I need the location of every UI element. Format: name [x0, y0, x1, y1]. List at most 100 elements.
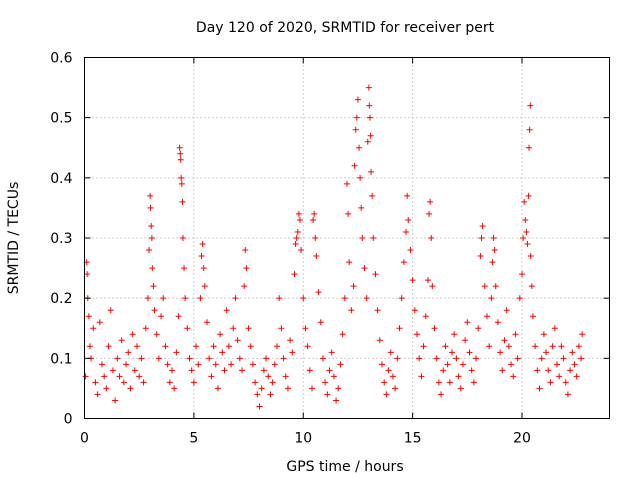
data-point: [201, 283, 208, 290]
data-point: [254, 391, 261, 398]
data-point: [96, 319, 103, 326]
data-point: [247, 343, 254, 350]
data-point: [204, 319, 210, 326]
data-point: [505, 343, 512, 350]
data-point: [134, 343, 140, 350]
data-point: [219, 349, 226, 356]
data-point: [147, 204, 154, 211]
data-point: [151, 307, 158, 314]
data-point: [387, 349, 394, 356]
data-point: [150, 283, 157, 290]
data-point: [206, 355, 213, 362]
data-point: [129, 331, 136, 338]
data-point: [488, 295, 495, 302]
data-point: [357, 174, 364, 181]
data-point: [147, 192, 154, 199]
data-point: [184, 325, 191, 332]
data-point: [166, 379, 173, 386]
data-point: [302, 325, 309, 332]
data-point: [422, 313, 429, 320]
data-point: [131, 367, 138, 374]
data-point: [335, 385, 342, 392]
data-point: [512, 331, 519, 338]
data-point: [197, 295, 204, 302]
data-point: [407, 247, 414, 254]
data-point: [295, 210, 302, 217]
data-point: [462, 337, 469, 344]
data-point: [313, 253, 320, 260]
data-point: [526, 144, 532, 151]
data-point: [153, 331, 160, 338]
data-point: [256, 403, 263, 410]
data-point: [370, 235, 377, 241]
data-point: [466, 349, 473, 356]
data-point: [519, 271, 525, 278]
data-point: [381, 379, 388, 386]
data-point: [433, 355, 440, 362]
data-point: [328, 349, 335, 356]
data-point: [105, 343, 112, 350]
data-point: [365, 84, 372, 91]
data-point: [158, 313, 165, 320]
data-point: [392, 385, 399, 392]
data-point: [567, 367, 574, 374]
data-point: [405, 216, 412, 223]
data-point: [311, 210, 318, 217]
data-point: [142, 325, 149, 332]
data-point: [501, 337, 508, 344]
data-point: [359, 235, 366, 241]
data-point: [274, 343, 280, 350]
data-point: [468, 367, 475, 374]
data-point: [379, 361, 385, 368]
data-point: [431, 325, 438, 332]
data-point: [292, 241, 299, 248]
data-point: [494, 319, 501, 326]
data-point: [348, 307, 355, 314]
data-point: [354, 96, 361, 103]
data-point: [510, 373, 517, 380]
data-point: [508, 361, 515, 368]
data-point: [200, 265, 207, 272]
data-point: [520, 235, 527, 241]
data-point: [190, 379, 197, 386]
data-point: [269, 379, 276, 386]
data-point: [364, 138, 371, 145]
data-point: [529, 313, 536, 320]
data-point: [263, 355, 270, 362]
data-point: [239, 367, 245, 374]
data-point: [477, 253, 484, 260]
data-point: [337, 361, 344, 368]
data-point: [182, 295, 189, 302]
data-point: [449, 349, 455, 356]
plot-frame: [84, 57, 610, 419]
data-point: [186, 355, 193, 362]
data-point: [169, 367, 175, 374]
data-point: [350, 283, 357, 290]
y-axis-label: SRMTID / TECUs: [6, 182, 22, 295]
data-point: [499, 367, 506, 374]
data-point: [575, 343, 582, 350]
data-point: [369, 192, 376, 199]
data-point: [148, 222, 155, 229]
data-point: [284, 385, 291, 392]
data-point: [491, 247, 498, 254]
data-point: [523, 228, 530, 235]
data-point: [540, 331, 547, 338]
data-point: [366, 114, 373, 121]
data-point: [534, 367, 541, 374]
x-tick-label: 20: [513, 431, 531, 447]
data-point: [522, 216, 529, 223]
data-point: [232, 295, 239, 302]
data-point: [527, 102, 534, 109]
data-point: [484, 313, 490, 320]
data-point: [385, 367, 392, 374]
data-point: [346, 259, 353, 266]
data-point: [118, 337, 125, 344]
data-point: [545, 367, 552, 374]
data-point: [178, 174, 185, 181]
data-point: [352, 126, 359, 133]
data-point: [82, 373, 89, 380]
data-point: [146, 247, 153, 254]
data-point: [289, 349, 296, 356]
